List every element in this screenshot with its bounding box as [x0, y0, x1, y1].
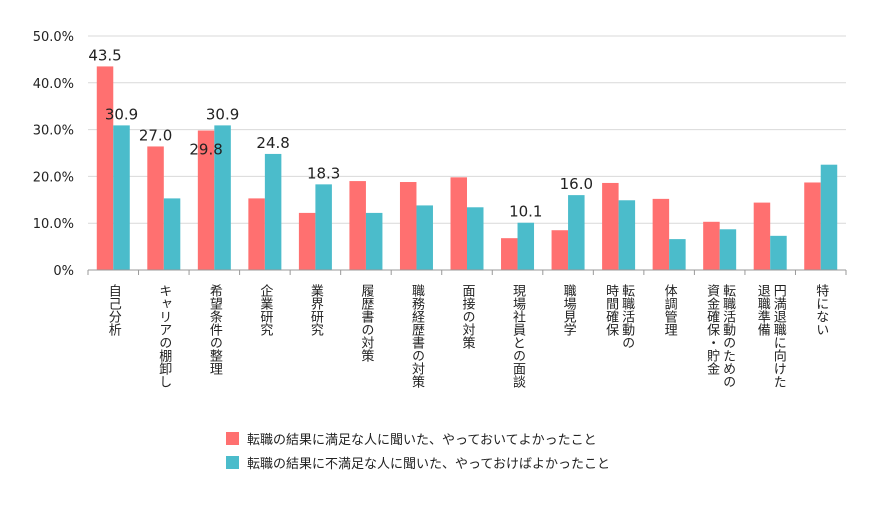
bar-series-1 — [703, 221, 720, 270]
bar-series-2 — [416, 205, 433, 270]
category-label: 職場見学 — [561, 284, 577, 336]
legend-item-satisfied: 転職の結果に満足な人に聞いた、やっておいてよかったこと — [226, 426, 610, 450]
bar-series-2 — [315, 184, 332, 270]
y-tick-label: 0% — [53, 264, 74, 279]
y-tick-label: 40.0% — [33, 77, 74, 92]
bar-series-2 — [770, 235, 787, 270]
y-tick-label: 50.0% — [33, 30, 74, 45]
bar-series-1 — [349, 181, 366, 270]
y-tick-label: 30.0% — [33, 124, 74, 139]
y-tick-label: 20.0% — [33, 170, 74, 185]
category-label: 体調管理 — [662, 284, 678, 336]
category-label: 資金確保・貯金 — [704, 284, 720, 375]
legend-item-unsatisfied: 転職の結果に不満足な人に聞いた、やっておけばよかったこと — [226, 450, 610, 474]
bar-series-2 — [517, 222, 535, 270]
bar-series-1 — [147, 146, 164, 270]
legend-label-satisfied: 転職の結果に満足な人に聞いた、やっておいてよかったこと — [247, 432, 597, 448]
data-label: 43.5 — [88, 46, 121, 64]
category-label: 現場社員との面談 — [510, 284, 526, 388]
data-label: 29.8 — [189, 141, 222, 159]
bar-series-2 — [113, 125, 130, 270]
bar-series-1 — [96, 66, 114, 270]
bar-series-1 — [501, 238, 518, 270]
y-tick-label: 10.0% — [33, 217, 74, 232]
category-label: 履歴書の対策 — [358, 284, 374, 362]
category-label: 自己分析 — [106, 284, 122, 336]
category-label: 希望条件の整理 — [207, 284, 223, 375]
bar-series-1 — [602, 182, 619, 270]
bar-series-2 — [264, 153, 282, 270]
bar-series-2 — [568, 195, 585, 270]
category-label: 時間確保 — [603, 284, 619, 336]
legend-swatch-satisfied — [226, 431, 239, 445]
category-label: 転職活動の — [619, 284, 635, 349]
bar-series-2 — [669, 239, 686, 270]
bar-chart: 0% 10.0% 20.0% 30.0% 40.0% 50.0% 自己分析 キャリアの棚卸し 希… — [33, 30, 847, 388]
data-label: 18.3 — [307, 164, 340, 182]
bar-series-1 — [551, 230, 569, 270]
category-label: 職務経歴書の対策 — [409, 284, 425, 388]
legend-swatch-unsatisfied — [226, 455, 239, 469]
bar-series-2 — [618, 200, 636, 270]
category-label: 企業研究 — [257, 283, 273, 337]
category-label: 退職準備 — [755, 284, 771, 336]
category-label: 円満退職に向けた — [771, 284, 787, 388]
bar-series-2 — [365, 212, 383, 270]
category-label: 転職活動のための — [720, 284, 736, 388]
bar-series-2 — [719, 229, 737, 270]
bar-series-1 — [804, 182, 821, 270]
data-label: 27.0 — [139, 126, 172, 144]
data-label: 24.8 — [256, 134, 289, 152]
legend: 転職の結果に満足な人に聞いた、やっておいてよかったこと 転職の結果に不満足な人に… — [226, 426, 610, 474]
data-label: 30.9 — [105, 105, 138, 123]
bar-series-1 — [399, 182, 417, 270]
bar-series-1 — [197, 130, 215, 270]
bar-series-2 — [467, 207, 484, 270]
bar-series-1 — [450, 177, 467, 270]
bar-series-1 — [652, 198, 670, 270]
category-label: 面接の対策 — [460, 284, 476, 349]
data-label: 10.1 — [509, 203, 542, 221]
bar-series-2 — [163, 198, 181, 270]
bar-series-1 — [248, 198, 265, 270]
data-label: 16.0 — [560, 175, 593, 193]
category-label: 業界研究 — [308, 283, 324, 337]
data-label: 30.9 — [206, 105, 239, 123]
bar-series-2 — [214, 125, 231, 270]
legend-label-unsatisfied: 転職の結果に不満足な人に聞いた、やっておけばよかったこと — [247, 456, 610, 472]
category-label: キャリアの棚卸し — [156, 284, 172, 388]
bar-series-1 — [298, 212, 316, 270]
category-label: 特にない — [813, 284, 829, 336]
bar-series-1 — [753, 202, 771, 270]
bar-series-2 — [820, 164, 838, 270]
